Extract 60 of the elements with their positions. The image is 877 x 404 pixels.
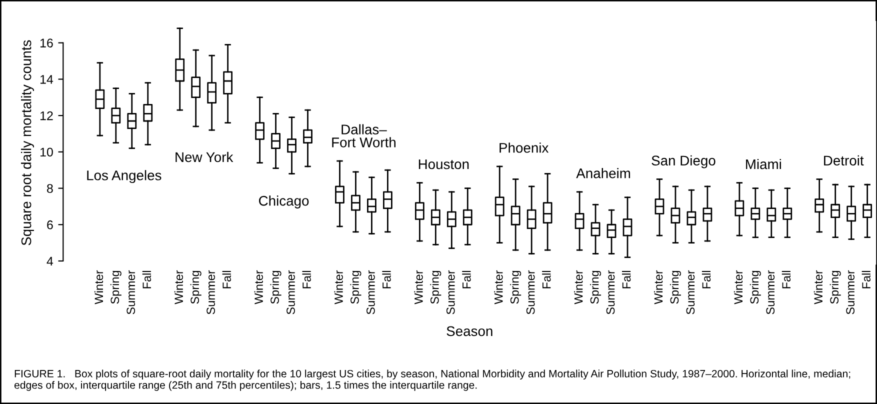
annotation: Dallas– Fort Worth [332, 124, 396, 148]
annotation: New York [176, 152, 234, 162]
x-tick-label: Spring [190, 270, 202, 304]
x-tick-label: Winter [574, 270, 583, 304]
x-tick-label: Summer [446, 270, 455, 314]
x-tick-label: Winter [734, 270, 743, 304]
annotation: Phoenix [500, 142, 549, 153]
x-tick-label: Fall [782, 270, 791, 288]
annotation: Houston [418, 159, 469, 170]
x-tick-label: Winter [494, 270, 503, 304]
annotation: Miami [746, 158, 781, 170]
x-tick-label: Spring [750, 270, 761, 304]
x-tick-label: Winter [94, 270, 104, 304]
x-tick-label: Fall [542, 270, 551, 288]
annotation: Los Angeles [87, 170, 162, 184]
x-tick-label: Summer [366, 270, 375, 314]
annotation: Anaheim [576, 168, 630, 178]
x-tick-label: Summer [686, 270, 695, 314]
annotation: Detroit [824, 155, 864, 166]
x-tick-label: Fall [862, 270, 870, 288]
x-tick-label: Summer [126, 270, 136, 314]
y-tick-label: 4 [46, 256, 54, 266]
x-tick-label: Spring [110, 270, 122, 304]
x-tick-label: Spring [670, 270, 681, 304]
x-tick-label: Fall [462, 270, 471, 288]
x-axis-title: Season [446, 326, 492, 336]
x-tick-label: Fall [702, 270, 711, 288]
y-tick-label: 14 [40, 75, 54, 84]
x-tick-label: Summer [846, 270, 855, 314]
y-tick-label: 8 [47, 184, 53, 193]
x-tick-label: Fall [382, 270, 391, 288]
annotation: San Diego [652, 155, 716, 168]
x-tick-label: Winter [254, 270, 263, 304]
y-tick-label: 16 [40, 38, 53, 48]
x-tick-label: Spring [350, 270, 362, 304]
y-tick-label: 6 [47, 220, 53, 230]
x-tick-label: Fall [222, 270, 231, 288]
x-tick-label: Fall [302, 270, 311, 288]
x-tick-label: Spring [430, 270, 442, 304]
x-tick-label: Winter [174, 270, 184, 304]
x-tick-label: Fall [142, 270, 152, 288]
y-tick-label: 12 [40, 111, 53, 120]
y-axis-title: Square root daily mortality counts [21, 40, 34, 246]
x-tick-label: Summer [606, 270, 615, 314]
x-tick-label: Winter [814, 270, 823, 304]
x-tick-label: Winter [414, 270, 423, 304]
x-tick-label: Summer [206, 270, 215, 314]
x-tick-label: Summer [526, 270, 535, 314]
y-tick-label: 10 [40, 148, 53, 157]
x-tick-label: Spring [590, 270, 602, 304]
x-tick-label: Winter [654, 270, 663, 304]
x-tick-label: Summer [286, 270, 295, 314]
x-tick-label: Summer [766, 270, 775, 314]
x-tick-label: Winter [334, 270, 343, 304]
x-tick-label: Spring [510, 270, 522, 304]
x-tick-label: Fall [622, 270, 631, 288]
x-tick-label: Spring [830, 270, 841, 304]
x-tick-label: Spring [270, 270, 282, 304]
annotation: Chicago [259, 196, 309, 208]
caption: FIGURE 1. Box plots of square-root daily mortality for the 10 largest US cities, by season, National Morbidity and Mortality Air Pollution Study, 1987–2000. Horizontal line, median; edges of box, interquartile range (25th and 75th percentiles); bars, 1.5 times the interquartile range. [14, 370, 850, 391]
